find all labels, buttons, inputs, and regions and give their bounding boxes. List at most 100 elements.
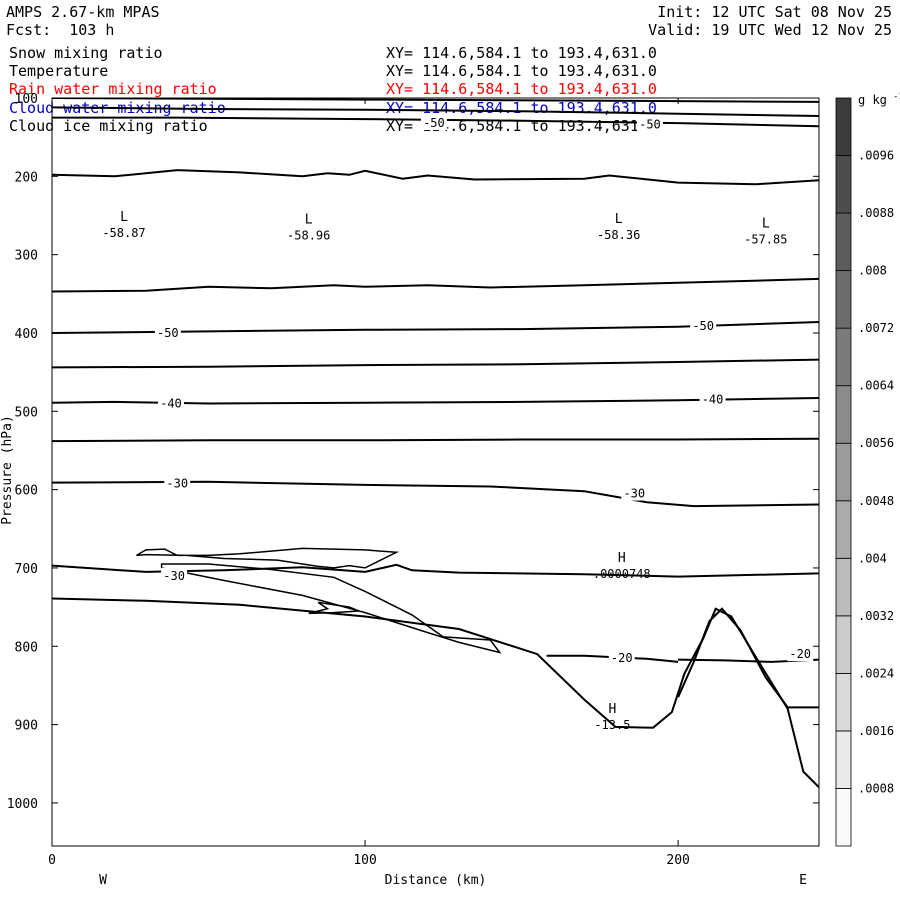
contour-label: -40 xyxy=(160,396,182,410)
y-tick-label: 100 xyxy=(15,92,38,107)
y-tick-label: 700 xyxy=(15,562,38,577)
y-tick-label: 200 xyxy=(15,170,38,185)
y-tick-label: 1000 xyxy=(7,797,38,812)
colorbar-segment xyxy=(835,270,852,329)
colorbar-unit: g kg xyxy=(858,93,887,107)
colorbar-label: .0056 xyxy=(858,436,894,450)
contour-label-bg xyxy=(164,475,191,491)
contour-label-bg xyxy=(154,324,181,340)
cloud-ice-contour xyxy=(160,563,502,654)
extremum-marker: L xyxy=(615,212,623,227)
colorbar-segment xyxy=(835,385,852,444)
contour-label-bg xyxy=(699,391,726,407)
contour-label-bg xyxy=(157,395,184,411)
isotherm-line xyxy=(52,277,819,293)
y-tick-label: 900 xyxy=(15,719,38,734)
y-tick-label: 400 xyxy=(15,327,38,342)
contour-label-bg xyxy=(621,485,648,501)
colorbar-label: .0096 xyxy=(858,149,894,163)
contour-label: -20 xyxy=(789,647,811,661)
contour-label: -30 xyxy=(166,476,188,490)
contour-label-bg xyxy=(787,646,814,662)
colorbar-label: .0024 xyxy=(858,666,894,680)
y-tick-label: 800 xyxy=(15,640,38,655)
direction-west: W xyxy=(99,873,107,888)
isotherm-line xyxy=(52,597,819,789)
colorbar-segment xyxy=(835,500,852,559)
contour-label: -30 xyxy=(163,569,185,583)
contour-label: -50 xyxy=(423,116,445,130)
extremum-marker: L xyxy=(305,213,313,228)
isotherm-line xyxy=(52,358,819,369)
colorbar-label: .0064 xyxy=(858,379,894,393)
extremum-value: -58.87 xyxy=(102,226,145,240)
colorbar-label: .0016 xyxy=(858,724,894,738)
colorbar-segment xyxy=(835,327,852,387)
colorbar-segment xyxy=(835,615,852,674)
field-xy: XY= 114.6,584.1 to 193.4,631.0 xyxy=(386,44,657,62)
colorbar-segment xyxy=(835,212,852,272)
x-tick-label: 0 xyxy=(48,853,56,868)
isotherm-line xyxy=(52,98,819,103)
extremum-value: -58.96 xyxy=(287,229,330,243)
colorbar-segment xyxy=(835,442,852,502)
colorbar-segment xyxy=(835,557,852,617)
contour-label: -20 xyxy=(611,651,633,665)
contour-label-bg xyxy=(690,317,717,333)
colorbar-label: .0072 xyxy=(858,321,894,335)
contour-label: -30 xyxy=(623,487,645,501)
x-tick-label: 200 xyxy=(666,853,689,868)
y-tick-label: 500 xyxy=(15,405,38,420)
field-name: Rain water mixing ratio xyxy=(9,80,217,99)
extremum-value: -13.5 xyxy=(594,718,630,732)
contour-label: -50 xyxy=(157,326,179,340)
contour-label: -50 xyxy=(639,118,661,132)
plot-frame xyxy=(51,97,820,847)
y-axis-title: Pressure (hPa) xyxy=(0,415,15,525)
isotherm-line xyxy=(52,106,819,117)
init-time: Init: 12 UTC Sat 08 Nov 25 xyxy=(657,3,892,21)
extremum-marker: H xyxy=(608,702,616,717)
extremum-value: -57.85 xyxy=(744,233,787,247)
colorbar-segment xyxy=(835,730,852,789)
cloud-ice-contour xyxy=(308,601,360,615)
contour-label: -50 xyxy=(692,319,714,333)
colorbar-label: .0088 xyxy=(858,206,894,220)
model-title: AMPS 2.67-km MPAS xyxy=(6,3,160,21)
contour-label-bg xyxy=(636,116,663,132)
cloud-ice-contour xyxy=(136,547,400,569)
contour-group xyxy=(52,98,819,789)
colorbar-label: .0032 xyxy=(858,609,894,623)
isotherm-line xyxy=(52,437,819,443)
field-name: Snow mixing ratio xyxy=(9,44,163,62)
x-tick-label: 100 xyxy=(353,853,376,868)
extremum-marker: H xyxy=(618,551,626,566)
extremum-value: -58.36 xyxy=(597,228,640,242)
contour-label-bg xyxy=(161,567,188,583)
x-axis-title: Distance (km) xyxy=(385,873,487,888)
colorbar-unit-exponent: -1 xyxy=(893,92,900,102)
y-tick-label: 600 xyxy=(15,484,38,499)
extremum-marker: L xyxy=(762,217,770,232)
isotherm-line xyxy=(52,563,819,578)
isotherm-line xyxy=(52,169,819,186)
colorbar-label: .0048 xyxy=(858,494,894,508)
colorbar-segment xyxy=(835,155,852,214)
forecast-hour: Fcst: 103 h xyxy=(6,21,115,39)
field-xy: XY= 114.6,584.1 to 193.4,631.0 xyxy=(386,80,657,99)
colorbar-segment xyxy=(835,97,852,156)
colorbar-label: .008 xyxy=(858,264,887,278)
y-tick-label: 300 xyxy=(15,249,38,264)
colorbar-segment xyxy=(835,788,852,847)
isotherm-line xyxy=(52,480,819,508)
field-xy: XY= 114.6,584.1 to 193.4,631.0 xyxy=(386,62,657,81)
contour-label-bg xyxy=(420,115,447,131)
direction-east: E xyxy=(799,873,807,888)
contour-label: -40 xyxy=(702,393,724,407)
isotherm-line xyxy=(52,397,819,405)
colorbar-segment xyxy=(835,672,852,732)
field-name: Temperature xyxy=(9,62,109,81)
valid-time: Valid: 19 UTC Wed 12 Nov 25 xyxy=(648,21,892,39)
extremum-value: .0000748 xyxy=(593,567,651,581)
isotherm-line xyxy=(677,607,819,709)
